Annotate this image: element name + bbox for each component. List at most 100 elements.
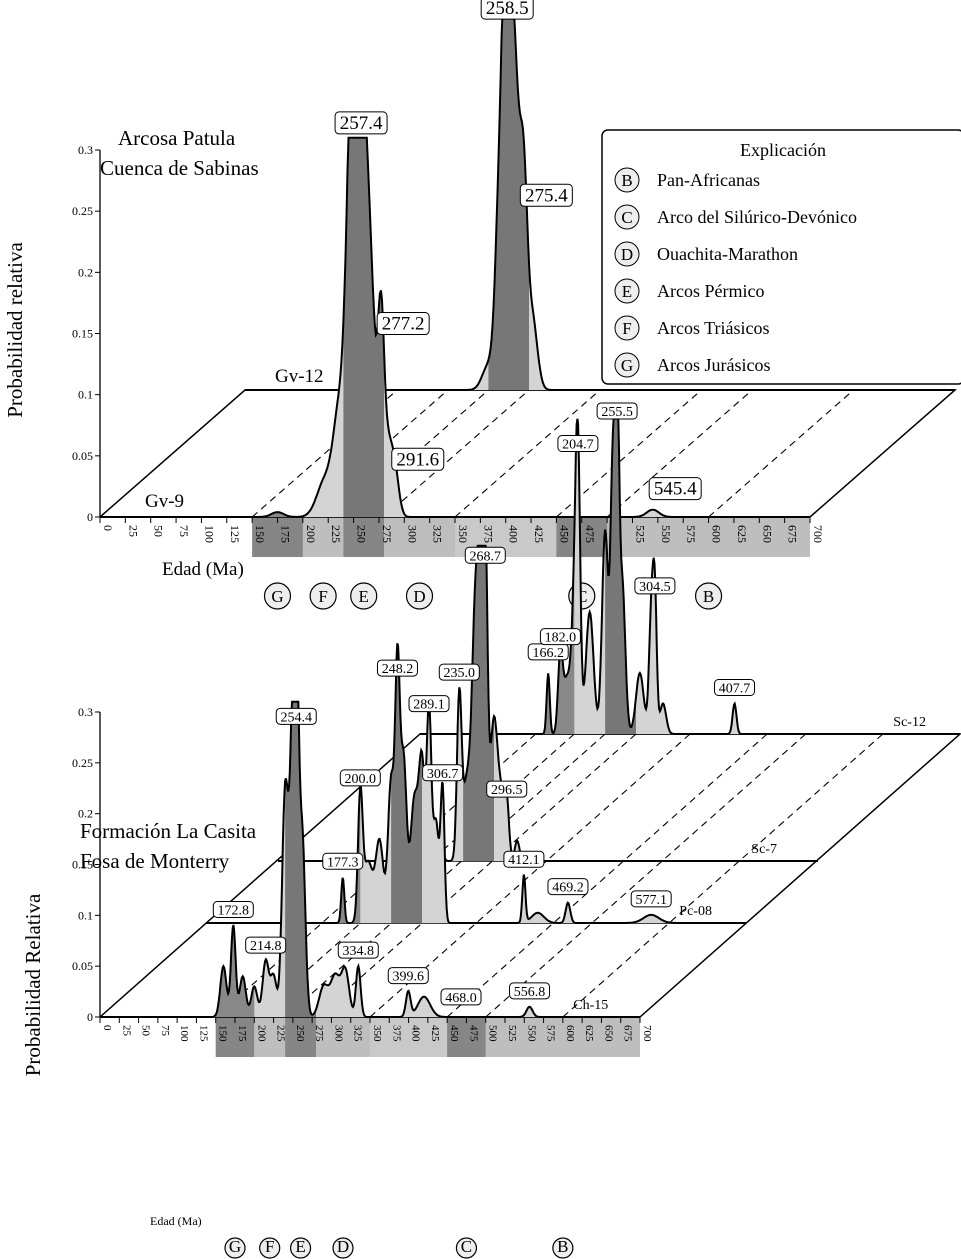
series-label-Gv-12: Gv-12 bbox=[275, 366, 324, 387]
peak-label: 399.6 bbox=[393, 970, 425, 985]
x-tick-label: 600 bbox=[710, 525, 724, 543]
y-tick-label: 0 bbox=[87, 1010, 93, 1024]
peak-label: 277.2 bbox=[382, 314, 425, 335]
band-key-circle bbox=[350, 582, 378, 610]
age-band-C bbox=[556, 517, 608, 557]
peak-box bbox=[376, 659, 418, 677]
x-tick-label: 50 bbox=[140, 1025, 152, 1037]
legend-circle bbox=[614, 241, 640, 267]
peak-label: 248.2 bbox=[382, 662, 414, 677]
y-tick-label: 0.3 bbox=[78, 705, 93, 719]
legend-item-label: Pan-Africanas bbox=[657, 170, 760, 190]
peak-label: 204.7 bbox=[562, 438, 594, 453]
age-band-G bbox=[215, 1017, 255, 1057]
x-tick-label: 150 bbox=[217, 1025, 229, 1042]
x-tick-label: 175 bbox=[279, 525, 293, 543]
y-tick-label: 0.25 bbox=[72, 756, 93, 770]
x-tick-label: 475 bbox=[583, 525, 597, 543]
peak-label: 577.1 bbox=[635, 893, 667, 908]
peak-box bbox=[503, 850, 545, 868]
legend-key: D bbox=[621, 245, 633, 264]
curve-line-Ch-15 bbox=[100, 700, 640, 1018]
peak-box bbox=[596, 402, 638, 420]
y-tick-label: 0.05 bbox=[72, 959, 93, 973]
peak-label: 291.6 bbox=[396, 449, 439, 470]
peak-box bbox=[334, 111, 388, 135]
age-band-E bbox=[285, 1017, 316, 1057]
x-tick-label: 225 bbox=[275, 1025, 287, 1042]
peak-label: 166.2 bbox=[532, 646, 564, 661]
peak-label: 172.8 bbox=[218, 904, 250, 919]
peak-label: 304.5 bbox=[639, 580, 671, 595]
legend-circle bbox=[614, 278, 640, 304]
x-tick-label: 675 bbox=[786, 525, 800, 543]
peak-label: 468.0 bbox=[445, 991, 477, 1006]
y-tick-label: 0.05 bbox=[72, 449, 93, 463]
band-key-letter: F bbox=[318, 587, 327, 606]
band-key-letter: E bbox=[295, 1237, 305, 1256]
legend-item-label: Ouachita-Marathon bbox=[657, 244, 798, 264]
x-tick-label: 400 bbox=[507, 525, 521, 543]
peak-label: 275.4 bbox=[525, 185, 568, 206]
x-tick-label: 125 bbox=[228, 525, 242, 543]
age-band-C bbox=[447, 1017, 486, 1057]
x-tick-label: 200 bbox=[255, 1025, 267, 1042]
series-label-Ch-15: Ch-15 bbox=[573, 998, 608, 1013]
age-band-B bbox=[485, 1017, 640, 1057]
panel-title-line: Formación La Casita bbox=[80, 819, 257, 843]
x-tick-label: 100 bbox=[178, 1025, 190, 1042]
legend-key: E bbox=[622, 282, 632, 301]
y-tick-label: 0.15 bbox=[72, 327, 93, 341]
x-tick-label: 425 bbox=[532, 525, 546, 543]
peak-box bbox=[539, 628, 581, 646]
curve-band-G bbox=[535, 418, 575, 734]
curve-band-G bbox=[252, 137, 303, 517]
peak-box bbox=[245, 936, 287, 954]
band-key-letter: G bbox=[229, 1237, 241, 1256]
x-tick-label: 375 bbox=[390, 1025, 402, 1042]
peak-label: 254.4 bbox=[281, 710, 313, 725]
x-tick-label: 575 bbox=[545, 1025, 557, 1042]
y-tick-label: 0.2 bbox=[78, 807, 93, 821]
x-tick-label: 425 bbox=[429, 1025, 441, 1042]
x-tick-label: 400 bbox=[410, 1025, 422, 1042]
peak-box bbox=[275, 707, 317, 725]
legend-circle bbox=[614, 315, 640, 341]
series-label-Sc-7: Sc-7 bbox=[751, 842, 777, 857]
peak-box bbox=[630, 890, 672, 908]
band-key-circle bbox=[259, 1237, 281, 1259]
peak-box bbox=[480, 0, 534, 20]
x-tick-label: 275 bbox=[313, 1025, 325, 1042]
x-tick-label: 100 bbox=[202, 525, 216, 543]
legend-key: F bbox=[622, 319, 631, 338]
legend-item-label: Arco del Silúrico-Devónico bbox=[657, 207, 857, 227]
peak-label: 255.5 bbox=[601, 405, 633, 420]
band-key-circle bbox=[332, 1237, 354, 1259]
peak-box bbox=[438, 663, 480, 681]
band-key-letter: E bbox=[359, 587, 369, 606]
x-axis-label: Edad (Ma) bbox=[150, 1214, 202, 1228]
age-band-B bbox=[607, 517, 810, 557]
age-band-F bbox=[254, 1017, 286, 1057]
band-key-letter: B bbox=[557, 1237, 568, 1256]
legend-circle bbox=[614, 352, 640, 378]
projection-line bbox=[383, 389, 530, 518]
x-tick-label: 200 bbox=[304, 525, 318, 543]
peak-label: 412.1 bbox=[508, 853, 540, 868]
x-tick-label: 350 bbox=[456, 525, 470, 543]
x-tick-label: 75 bbox=[177, 525, 191, 537]
age-band-E bbox=[343, 517, 384, 557]
band-key-circle bbox=[405, 582, 434, 610]
y-tick-label: 0.1 bbox=[78, 908, 93, 922]
x-tick-label: 650 bbox=[602, 1025, 614, 1042]
band-key-letter: D bbox=[413, 587, 425, 606]
x-tick-label: 250 bbox=[294, 1025, 306, 1042]
age-band-F bbox=[302, 517, 344, 557]
curve-line-Gv-9 bbox=[100, 136, 810, 518]
band-key-letter: D bbox=[337, 1237, 349, 1256]
x-tick-label: 325 bbox=[431, 525, 445, 543]
projection-line bbox=[454, 389, 601, 518]
band-key-letter: C bbox=[461, 1237, 472, 1256]
peak-label: 177.3 bbox=[327, 855, 359, 870]
